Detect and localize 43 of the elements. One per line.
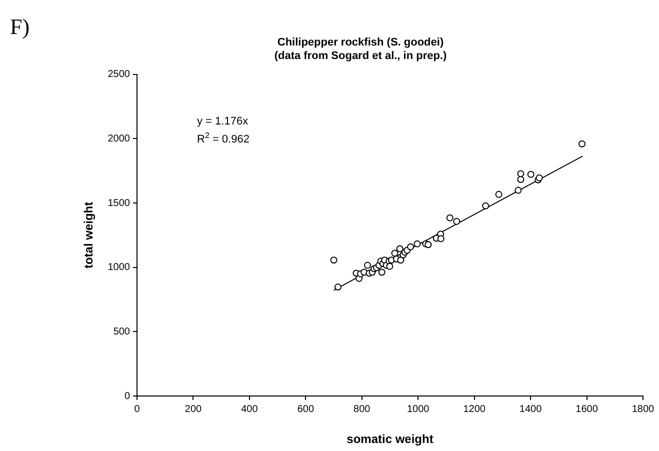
x-axis-title: somatic weight [346, 432, 434, 446]
x-tick-label: 200 [184, 404, 202, 415]
point [517, 176, 524, 183]
point [407, 243, 414, 250]
x-tick-label: 0 [134, 404, 140, 415]
text: F) [10, 14, 30, 39]
x-tick-label: 1000 [406, 404, 430, 415]
point [446, 214, 454, 222]
point [391, 250, 398, 257]
x-tick-label: 1800 [632, 404, 655, 415]
y-tick-label: 2500 [108, 69, 130, 80]
annotation: y = 1.176x [197, 115, 249, 128]
point [334, 284, 342, 291]
x-tick-label: 600 [297, 404, 314, 415]
x-tick-label: 800 [354, 404, 371, 415]
point [482, 202, 490, 210]
x-tick-label: 1200 [463, 404, 486, 415]
text: Chilipepper rockfish (S. goodei) [277, 36, 444, 49]
point [330, 256, 338, 264]
point [527, 170, 534, 178]
x-tick-label: 1400 [519, 404, 542, 415]
y-tick-label: 1000 [108, 262, 130, 274]
y-axis-title: total weight [82, 202, 96, 269]
point [396, 245, 404, 252]
point [386, 262, 394, 270]
point [453, 218, 460, 225]
y-tick-label: 1500 [108, 198, 130, 209]
x-tick-label: 400 [241, 404, 258, 415]
point [424, 241, 432, 248]
point [378, 268, 386, 276]
point [414, 240, 421, 248]
point [364, 262, 372, 269]
point [437, 235, 444, 242]
y-tick-label: 0 [124, 390, 130, 402]
y-tick-label: 2000 [108, 133, 130, 144]
point [578, 140, 586, 148]
point [514, 186, 522, 194]
y-tick-label: 500 [113, 326, 130, 338]
point [397, 256, 404, 264]
point [517, 170, 524, 178]
text: (data from Sogard et al., in prep.) [274, 50, 447, 62]
point [495, 190, 502, 198]
x-tick-label: 1600 [576, 404, 598, 415]
